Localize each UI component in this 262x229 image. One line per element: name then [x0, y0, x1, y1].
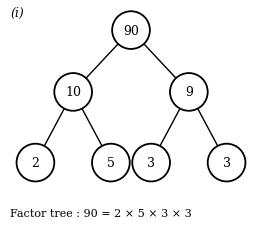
Text: 2: 2 [31, 156, 39, 169]
Ellipse shape [92, 144, 130, 182]
Text: 5: 5 [107, 156, 115, 169]
Ellipse shape [54, 74, 92, 111]
Text: 90: 90 [123, 25, 139, 37]
Ellipse shape [132, 144, 170, 182]
Text: Factor tree : 90 = 2 × 5 × 3 × 3: Factor tree : 90 = 2 × 5 × 3 × 3 [10, 208, 192, 218]
Text: 10: 10 [65, 86, 81, 99]
Ellipse shape [208, 144, 245, 182]
Text: (i): (i) [10, 7, 24, 20]
Text: 3: 3 [223, 156, 231, 169]
Ellipse shape [112, 12, 150, 50]
Text: 9: 9 [185, 86, 193, 99]
Ellipse shape [170, 74, 208, 111]
Ellipse shape [17, 144, 54, 182]
Text: 3: 3 [147, 156, 155, 169]
